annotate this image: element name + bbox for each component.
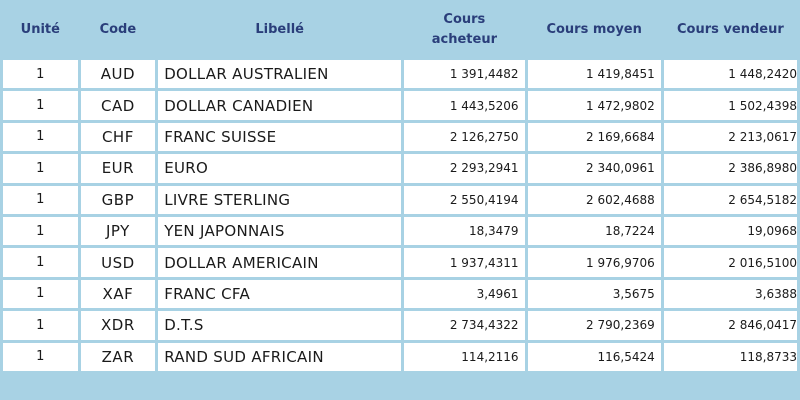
table-row: 1 CHF FRANC SUISSE 2 126,2750 2 169,6684 2 21… xyxy=(3,122,797,152)
cell-sell-rate: 2 213,0617 xyxy=(663,122,797,152)
cell-mid-rate: 116,5424 xyxy=(527,342,661,371)
table-row: 1 CAD DOLLAR CANADIEN 1 443,5206 1 472,9802 1… xyxy=(3,91,797,120)
cell-mid-rate: 1 419,8451 xyxy=(527,60,661,89)
table-row: 1 JPY YEN JAPONNAIS 18,3479 18,7224 19,0968 xyxy=(3,216,797,246)
cell-buy-rate: 3,4961 xyxy=(404,279,525,309)
cell-mid-rate: 3,5675 xyxy=(527,279,661,309)
table-row: 1 XAF FRANC CFA 3,4961 3,5675 3,6388 xyxy=(3,279,797,309)
cell-unit: 1 xyxy=(3,311,78,340)
cell-buy-rate: 18,3479 xyxy=(404,216,525,246)
header-unit: Unité xyxy=(3,3,78,57)
header-row: Unité Code Libellé Cours acheteur Cours … xyxy=(3,3,797,57)
cell-sell-rate: 2 654,5182 xyxy=(663,185,797,214)
cell-currency-code: ZAR xyxy=(80,342,156,371)
cell-mid-rate: 2 340,0961 xyxy=(527,154,661,183)
cell-unit: 1 xyxy=(3,342,78,371)
exchange-rate-table: Unité Code Libellé Cours acheteur Cours … xyxy=(3,3,797,371)
cell-sell-rate: 2 386,8980 xyxy=(663,154,797,183)
cell-unit: 1 xyxy=(3,122,78,152)
table-row: 1 XDR D.T.S 2 734,4322 2 790,2369 2 846,0417 xyxy=(3,311,797,340)
cell-currency-label: D.T.S xyxy=(158,311,402,340)
cell-currency-label: YEN JAPONNAIS xyxy=(158,216,402,246)
cell-sell-rate: 1 448,2420 xyxy=(663,60,797,89)
cell-currency-label: LIVRE STERLING xyxy=(158,185,402,214)
header-label: Libellé xyxy=(158,3,402,57)
cell-mid-rate: 1 472,9802 xyxy=(527,91,661,120)
cell-mid-rate: 2 602,4688 xyxy=(527,185,661,214)
cell-sell-rate: 1 502,4398 xyxy=(663,91,797,120)
cell-buy-rate: 2 126,2750 xyxy=(404,122,525,152)
table-header: Unité Code Libellé Cours acheteur Cours … xyxy=(3,3,797,57)
cell-mid-rate: 18,7224 xyxy=(527,216,661,246)
header-sell-rate: Cours vendeur xyxy=(663,3,797,57)
cell-unit: 1 xyxy=(3,91,78,120)
cell-unit: 1 xyxy=(3,279,78,309)
cell-buy-rate: 2 734,4322 xyxy=(404,311,525,340)
cell-currency-label: DOLLAR AUSTRALIEN xyxy=(158,60,402,89)
cell-unit: 1 xyxy=(3,248,78,277)
header-buy-rate-line2: acheteur xyxy=(431,32,497,47)
cell-currency-code: CHF xyxy=(80,122,156,152)
cell-currency-label: EURO xyxy=(158,154,402,183)
table-row: 1 EUR EURO 2 293,2941 2 340,0961 2 386,8980 xyxy=(3,154,797,183)
table-body: 1 AUD DOLLAR AUSTRALIEN 1 391,4482 1 419,845… xyxy=(3,60,797,371)
cell-currency-label: DOLLAR AMERICAIN xyxy=(158,248,402,277)
header-buy-rate-line1: Cours xyxy=(443,12,486,27)
cell-unit: 1 xyxy=(3,60,78,89)
cell-currency-code: AUD xyxy=(80,60,156,89)
cell-sell-rate: 2 016,5100 xyxy=(663,248,797,277)
cell-currency-code: CAD xyxy=(80,91,156,120)
cell-buy-rate: 114,2116 xyxy=(404,342,525,371)
table-row: 1 GBP LIVRE STERLING 2 550,4194 2 602,4688 2 … xyxy=(3,185,797,214)
cell-buy-rate: 2 293,2941 xyxy=(404,154,525,183)
cell-currency-code: JPY xyxy=(80,216,156,246)
cell-sell-rate: 2 846,0417 xyxy=(663,311,797,340)
cell-currency-code: XAF xyxy=(80,279,156,309)
cell-currency-label: FRANC SUISSE xyxy=(158,122,402,152)
cell-unit: 1 xyxy=(3,185,78,214)
cell-mid-rate: 2 790,2369 xyxy=(527,311,661,340)
cell-buy-rate: 1 443,5206 xyxy=(404,91,525,120)
cell-unit: 1 xyxy=(3,154,78,183)
cell-currency-label: RAND SUD AFRICAIN xyxy=(158,342,402,371)
table-row: 1 AUD DOLLAR AUSTRALIEN 1 391,4482 1 419,845… xyxy=(3,60,797,89)
header-buy-rate: Cours acheteur xyxy=(404,3,525,57)
cell-sell-rate: 19,0968 xyxy=(663,216,797,246)
header-code: Code xyxy=(80,3,156,57)
cell-currency-code: XDR xyxy=(80,311,156,340)
cell-buy-rate: 2 550,4194 xyxy=(404,185,525,214)
header-mid-rate: Cours moyen xyxy=(527,3,661,57)
cell-buy-rate: 1 391,4482 xyxy=(404,60,525,89)
cell-currency-label: DOLLAR CANADIEN xyxy=(158,91,402,120)
table-row: 1 ZAR RAND SUD AFRICAIN 114,2116 116,5424 118… xyxy=(3,342,797,371)
table-row: 1 USD DOLLAR AMERICAIN 1 937,4311 1 976,9706… xyxy=(3,248,797,277)
cell-mid-rate: 2 169,6684 xyxy=(527,122,661,152)
cell-unit: 1 xyxy=(3,216,78,246)
cell-sell-rate: 118,8733 xyxy=(663,342,797,371)
cell-mid-rate: 1 976,9706 xyxy=(527,248,661,277)
cell-currency-code: USD xyxy=(80,248,156,277)
cell-sell-rate: 3,6388 xyxy=(663,279,797,309)
cell-currency-label: FRANC CFA xyxy=(158,279,402,309)
cell-currency-code: GBP xyxy=(80,185,156,214)
cell-buy-rate: 1 937,4311 xyxy=(404,248,525,277)
cell-currency-code: EUR xyxy=(80,154,156,183)
